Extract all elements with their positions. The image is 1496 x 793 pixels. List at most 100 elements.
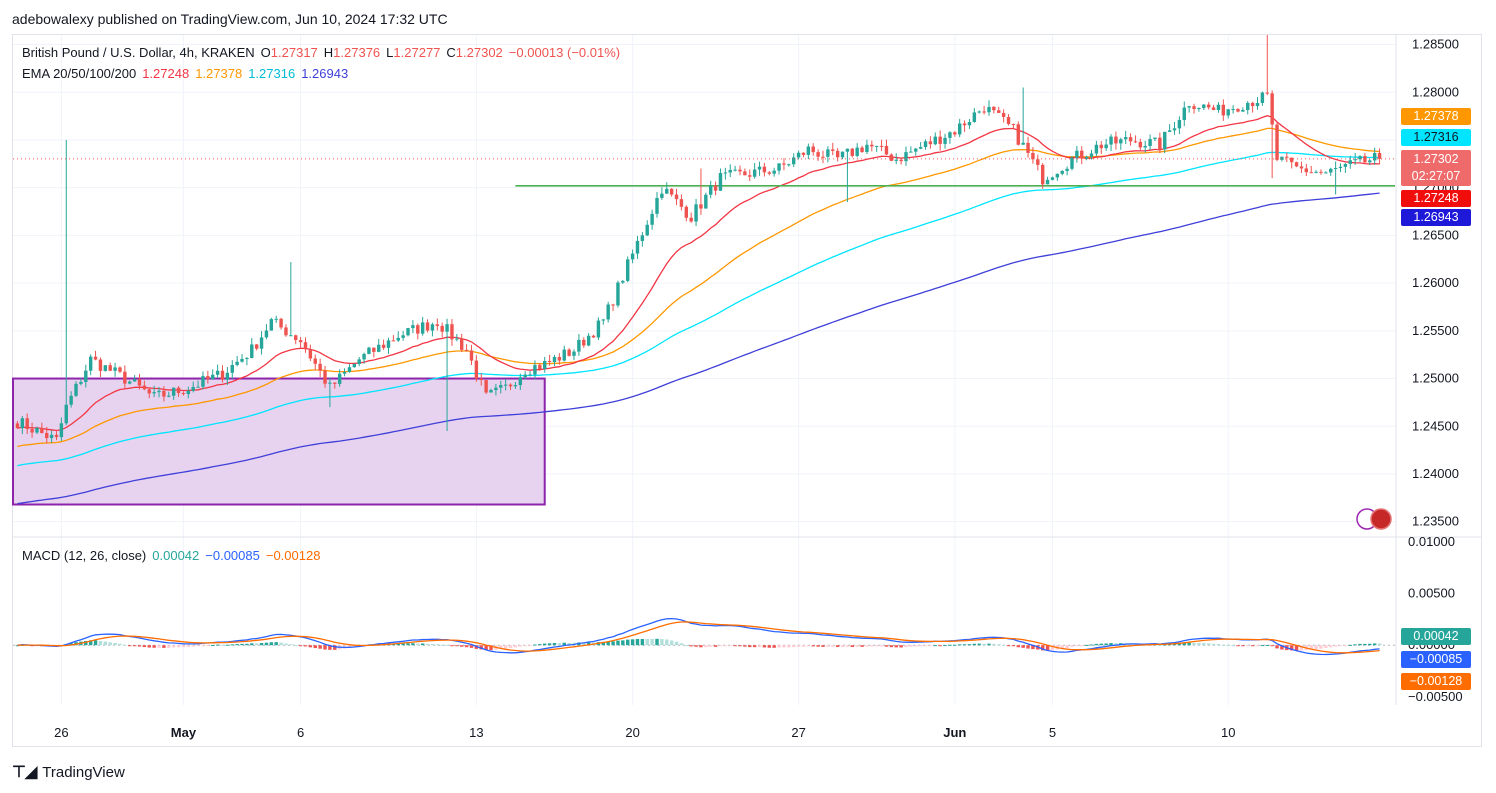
candle-body <box>552 356 557 362</box>
candle <box>1246 101 1250 115</box>
macd-hist-bar <box>1309 645 1313 650</box>
candle-body <box>523 374 527 378</box>
candle-body <box>801 152 806 155</box>
candle-body <box>1329 168 1333 173</box>
macd-tick-label: −0.00500 <box>1408 689 1463 704</box>
candle-body <box>997 110 1001 113</box>
candle <box>543 356 547 373</box>
candle <box>30 422 34 438</box>
macd-hist-bar <box>772 645 776 648</box>
macd-line-badge: −0.00085 <box>1401 651 1471 668</box>
macd-hist-bar <box>406 643 410 646</box>
candle-body <box>967 122 972 126</box>
candle <box>1084 155 1089 161</box>
candle-body <box>176 387 181 394</box>
candle <box>294 334 298 345</box>
candle-body <box>298 340 303 343</box>
price-tick-label: 1.28500 <box>1412 37 1459 52</box>
macd-hist-bar <box>1172 644 1177 646</box>
macd-hist-bar <box>523 645 527 647</box>
candle <box>337 369 342 387</box>
candle-body <box>215 370 220 375</box>
candle <box>914 147 918 156</box>
candle <box>689 212 693 223</box>
macd-hist-bar <box>225 644 230 646</box>
candle-body <box>406 328 410 336</box>
candle <box>967 119 972 129</box>
macd-hist-bar <box>450 645 454 647</box>
candle-body <box>93 356 98 360</box>
footer[interactable]: ⊤◢ TradingView <box>12 762 125 782</box>
macd-hist-bar <box>1372 643 1377 646</box>
uk-flag-icon <box>1370 508 1392 530</box>
candle-body <box>557 356 562 361</box>
candle <box>445 318 449 432</box>
candle-body <box>1172 128 1177 131</box>
candle <box>1260 91 1265 106</box>
candle-body <box>879 145 884 147</box>
candle-body <box>201 376 205 387</box>
macd-hist-bar <box>108 642 112 646</box>
candle-body <box>826 149 830 157</box>
candle <box>889 153 894 162</box>
candle-body <box>938 136 942 144</box>
candle-body <box>992 106 996 111</box>
candle <box>1368 159 1372 165</box>
candle-body <box>669 188 674 195</box>
candle <box>1163 131 1167 154</box>
candle-body <box>123 371 127 384</box>
macd-hist-bar <box>1211 643 1216 646</box>
candle <box>381 339 386 350</box>
macd-hist-bar <box>811 645 815 647</box>
macd-hist-bar <box>298 645 303 647</box>
candle <box>1026 136 1030 158</box>
candle-body <box>1163 131 1167 150</box>
macd-hist-bar <box>635 638 640 646</box>
macd-hist-bar <box>831 645 835 647</box>
candle <box>694 198 698 227</box>
candle <box>1006 114 1011 126</box>
candle-body <box>401 335 405 338</box>
candle <box>562 345 566 362</box>
candle-body <box>791 157 796 165</box>
macd-hist-bar <box>1289 645 1294 651</box>
candle-body <box>464 349 469 351</box>
candle <box>1153 137 1157 142</box>
macd-hist-bar <box>723 645 728 647</box>
ema50-value: 1.27378 <box>195 66 243 81</box>
macd-legend: MACD (12, 26, close) 0.00042 −0.00085 −0.00… <box>22 548 326 563</box>
candle-body <box>372 347 376 352</box>
candle <box>147 387 151 399</box>
macd-hist-bar <box>430 643 435 646</box>
candle-body <box>1011 124 1016 126</box>
consolidation-box[interactable] <box>12 377 546 506</box>
candle <box>1128 133 1133 146</box>
candle <box>230 360 234 379</box>
price-tick-label: 1.24000 <box>1412 466 1459 481</box>
macd-hist-bar <box>860 645 864 647</box>
candle-body <box>435 324 440 326</box>
macd-hist-bar <box>787 645 791 648</box>
candle-body <box>787 164 791 166</box>
time-tick-label: 6 <box>297 725 304 740</box>
candle <box>1055 173 1060 181</box>
candle-body <box>1119 139 1123 144</box>
candle <box>826 146 830 163</box>
candle-body <box>689 217 693 222</box>
candle-body <box>1289 157 1294 163</box>
candle-body <box>69 395 73 405</box>
change-value: −0.00013 (−0.01%) <box>508 45 621 60</box>
candle-body <box>142 385 147 390</box>
candle <box>879 139 884 152</box>
macd-hist-bar <box>938 645 942 647</box>
candle-body <box>635 240 640 254</box>
macd-hist-bar <box>333 645 337 650</box>
candle-body <box>1016 124 1020 145</box>
ema100-line <box>17 151 1380 467</box>
macd-hist-bar <box>962 644 967 646</box>
macd-hist-bar <box>103 641 108 646</box>
candle-body <box>943 137 947 144</box>
candle <box>606 301 610 323</box>
candle-body <box>1338 166 1343 168</box>
